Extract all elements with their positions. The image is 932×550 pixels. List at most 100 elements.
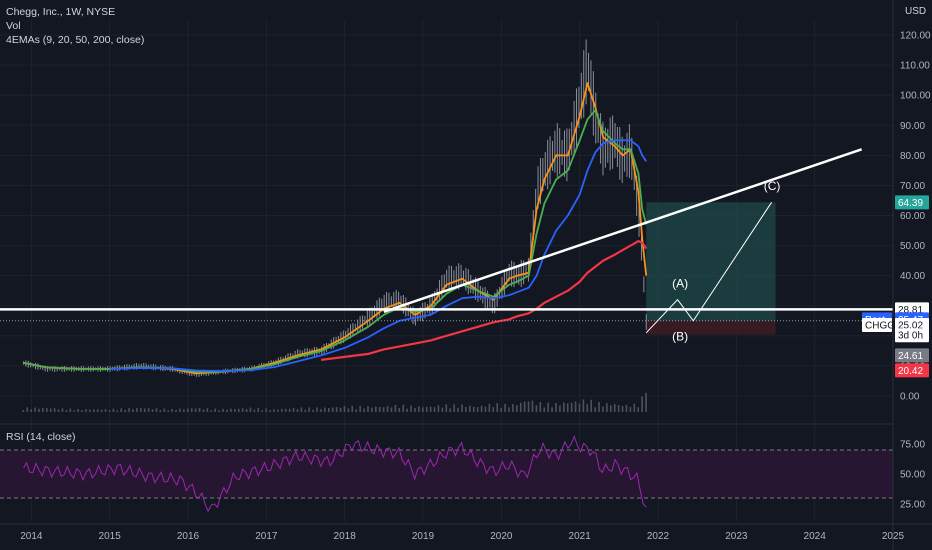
rsi-tick-label: 50.00 — [900, 470, 925, 481]
volume-bar — [645, 392, 647, 412]
volume-bar — [441, 407, 444, 412]
volume-bar — [53, 408, 56, 412]
price-tick-label: 0.00 — [900, 392, 920, 403]
label-b: (B) — [672, 329, 688, 343]
rsi-indicator-label[interactable]: RSI (14, close) — [6, 431, 76, 443]
volume-bar — [85, 409, 87, 412]
volume-bar — [253, 409, 256, 412]
volume-bar — [206, 408, 209, 412]
volume-bar — [574, 401, 577, 412]
volume-bar — [496, 403, 499, 412]
volume-bar — [151, 409, 154, 412]
price-tick-label: 40.00 — [900, 271, 925, 282]
price-badge — [895, 363, 929, 378]
drawing-tools[interactable] — [0, 148, 893, 334]
volume-bar — [116, 410, 119, 412]
volume-bar — [331, 407, 334, 412]
volume-bar — [335, 407, 338, 412]
price-badge-text: 3d 0h — [898, 331, 923, 342]
chart-legend[interactable]: Chegg, Inc., 1W, NYSE Vol 4EMAs (9, 20, … — [6, 5, 144, 47]
volume-bar — [535, 405, 538, 412]
volume-bar — [100, 409, 103, 412]
volume-bar — [476, 407, 479, 412]
time-tick-label: 2017 — [255, 531, 278, 542]
volume-bar — [93, 409, 95, 412]
volume-bar — [516, 405, 518, 412]
volume-bar — [73, 410, 76, 412]
volume-bar — [167, 410, 170, 412]
time-tick-label: 2018 — [334, 531, 357, 542]
volume-bar — [214, 408, 217, 412]
volume-bar — [30, 409, 32, 412]
volume-bar — [347, 408, 350, 412]
volume-bar — [359, 405, 361, 412]
volume-bar — [394, 404, 397, 412]
volume-bar — [543, 407, 546, 412]
price-tick-label: 90.00 — [900, 121, 925, 132]
volume-bar — [363, 408, 365, 412]
rsi-tick-label: 75.00 — [900, 440, 925, 451]
volume-bar — [308, 407, 311, 412]
time-tick-label: 2024 — [804, 531, 827, 542]
volume-bar — [449, 408, 452, 412]
volume-bar — [42, 407, 44, 412]
volume-bar — [425, 406, 428, 412]
volume-bar — [590, 399, 593, 412]
volume-bar — [527, 401, 530, 412]
volume-bar — [175, 409, 177, 412]
price-axis[interactable]: USD 120.00 110.00 100.00 90.00 80.00 70.00 60.0… — [862, 0, 932, 550]
rsi-pane — [0, 434, 893, 513]
price-tick-label: 110.00 — [900, 61, 930, 72]
volume-bar — [637, 407, 640, 412]
volume-bar — [629, 407, 632, 412]
volume-bar — [371, 407, 373, 412]
price-badge-text: CHGG — [865, 321, 895, 332]
volume-bar — [586, 404, 589, 412]
volume-bar — [633, 403, 636, 412]
label-c: (C) — [764, 179, 781, 193]
volume-bar — [234, 408, 236, 412]
volume-bar — [269, 410, 271, 412]
volume-bar — [316, 407, 318, 412]
ema9-line — [23, 82, 648, 375]
volume-bar — [465, 406, 467, 412]
price-tag-label — [862, 318, 892, 333]
volume-bar — [147, 408, 150, 412]
volume-bar — [108, 410, 111, 412]
volume-bar — [65, 410, 68, 412]
volume-bar — [500, 408, 502, 412]
ema200-line — [321, 240, 648, 361]
volume-bar — [218, 410, 220, 412]
volume-bar — [57, 409, 60, 412]
time-axis[interactable]: 2014 2015 2016 2017 2018 2019 2020 2021 2022 2023… — [0, 523, 932, 542]
volume-bar — [46, 408, 48, 412]
ema-indicator-label[interactable]: 4EMAs (9, 20, 50, 200, close) — [6, 34, 145, 46]
volume-bar — [578, 403, 581, 412]
volume-bar — [257, 407, 260, 412]
label-a: (A) — [672, 277, 688, 291]
volume-indicator-label[interactable]: Vol — [6, 20, 21, 32]
time-tick-label: 2022 — [647, 531, 670, 542]
symbol-title[interactable]: Chegg, Inc., 1W, NYSE — [6, 6, 116, 18]
volume-bar — [508, 407, 510, 412]
volume-bar — [367, 406, 369, 412]
volume-bar — [453, 404, 455, 412]
stop-zone — [646, 320, 776, 335]
volume-bar — [480, 405, 483, 412]
price-badge-text: 25.02 — [898, 321, 923, 332]
volume-bar — [81, 410, 83, 412]
volume-bar — [163, 408, 166, 412]
volume-bar — [351, 405, 354, 412]
volume-bar — [519, 402, 522, 412]
time-tick-label: 2023 — [725, 531, 748, 542]
volume-bar — [402, 404, 405, 412]
volume-bar — [472, 406, 475, 412]
rsi-line — [23, 434, 647, 513]
volume-bar — [566, 403, 569, 412]
price-tick-label: 120.00 — [900, 31, 931, 42]
volume-bar — [570, 402, 573, 412]
volume-bar — [296, 409, 299, 412]
volume-bar — [202, 409, 205, 412]
volume-bar — [414, 408, 416, 412]
